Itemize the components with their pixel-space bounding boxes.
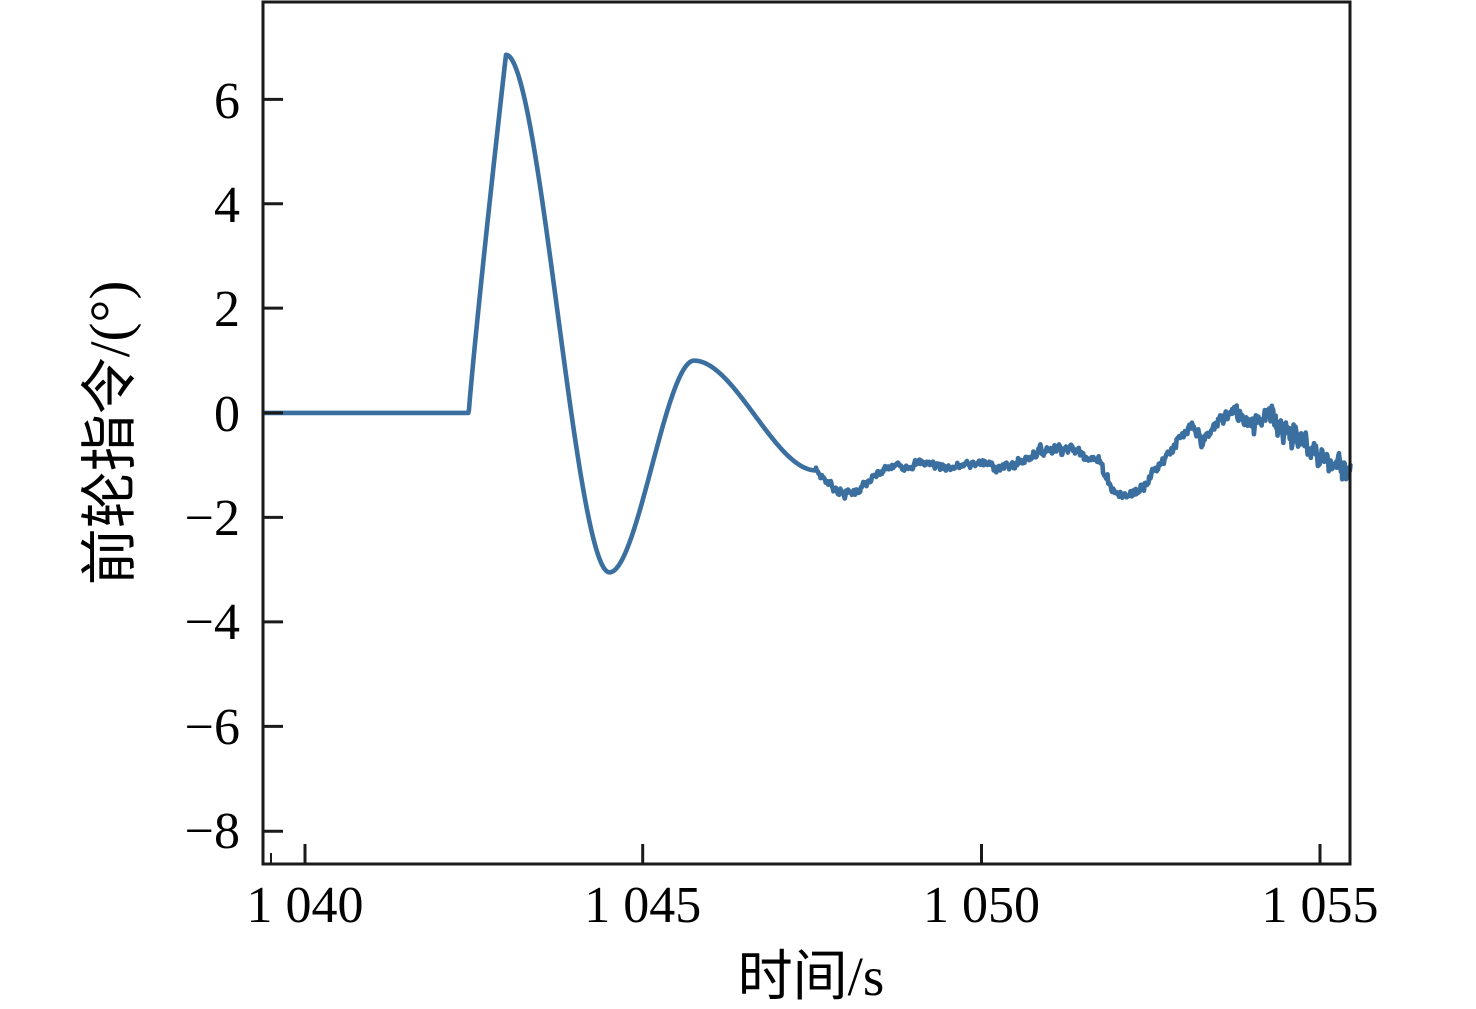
svg-text:1 055: 1 055: [1262, 877, 1379, 934]
svg-text:−6: −6: [185, 699, 240, 756]
svg-text:6: 6: [214, 73, 240, 130]
svg-text:2: 2: [214, 281, 240, 338]
svg-text:4: 4: [214, 177, 240, 234]
svg-text:1 040: 1 040: [247, 877, 364, 934]
svg-text:−2: −2: [185, 490, 240, 547]
svg-text:−8: −8: [185, 803, 240, 860]
svg-text:0: 0: [214, 386, 240, 443]
svg-text:1 050: 1 050: [923, 877, 1040, 934]
svg-text:−4: −4: [185, 594, 240, 651]
svg-text:前轮指令/(°): 前轮指令/(°): [79, 281, 142, 586]
svg-text:时间/s: 时间/s: [738, 946, 885, 1007]
svg-text:1 045: 1 045: [584, 877, 701, 934]
